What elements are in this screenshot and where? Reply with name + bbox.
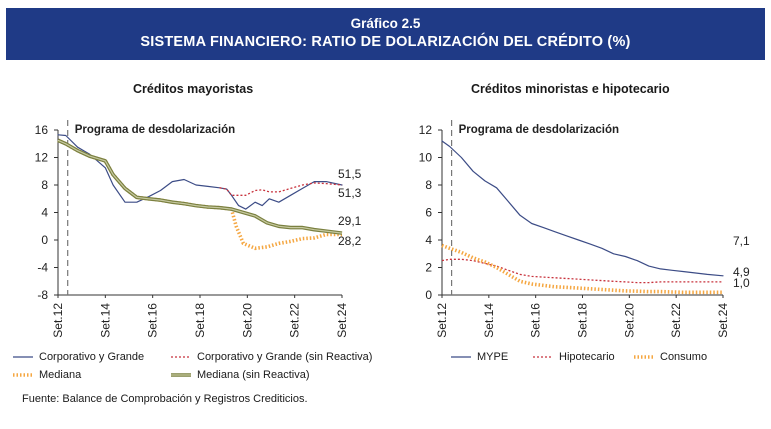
legend-item: Hipotecario (532, 351, 615, 363)
y-tick-label: -4 (37, 261, 48, 275)
x-tick-label: Set.14 (98, 303, 112, 338)
chart-number: Gráfico 2.5 (350, 16, 421, 31)
legend-label: Consumo (660, 351, 708, 363)
series-line (57, 134, 343, 210)
series-line (441, 243, 723, 295)
x-tick-label: Set.14 (482, 303, 496, 338)
legend-item: Mediana (sin Reactiva) (170, 369, 310, 381)
legend-swatch (634, 355, 654, 359)
series-line (441, 140, 724, 277)
y-tick-label: 0 (41, 233, 48, 247)
legend-swatch (451, 356, 471, 358)
y-tick-label: 0 (425, 288, 432, 302)
x-tick-label: Set.24 (716, 303, 730, 338)
end-value-label: 51,5 (338, 167, 362, 181)
end-value-label: 4,9 (733, 265, 750, 279)
legend-swatch (171, 373, 191, 377)
legend-swatch (171, 356, 191, 358)
x-tick-label: Set.22 (669, 303, 683, 338)
legend-swatch (13, 373, 33, 377)
x-tick-label: Set.12 (51, 303, 65, 338)
y-tick-label: 4 (425, 233, 432, 247)
y-tick-label: 6 (425, 206, 432, 220)
y-tick-label: 12 (419, 123, 433, 137)
x-tick-label: Set.20 (240, 303, 254, 338)
series-line (57, 138, 343, 235)
series-line-inner (57, 139, 343, 234)
legend-label: Corporativo y Grande (sin Reactiva) (197, 351, 373, 363)
y-tick-label: 12 (35, 151, 49, 165)
legend-item: Corporativo y Grande (sin Reactiva) (170, 351, 372, 363)
x-tick-label: Set.18 (576, 303, 590, 338)
legend-item: Corporativo y Grande (12, 351, 144, 363)
x-tick-label: Set.20 (622, 303, 636, 338)
legend-label: Mediana (39, 369, 82, 381)
end-value-label: 7,1 (733, 234, 750, 248)
chart-header: Gráfico 2.5 SISTEMA FINANCIERO: RATIO DE… (6, 8, 765, 60)
y-tick-label: 16 (35, 123, 49, 137)
source-note: Fuente: Balance de Comprobación y Regist… (22, 393, 308, 405)
x-tick-label: Set.18 (193, 303, 207, 338)
series-line (219, 182, 343, 196)
y-tick-label: 8 (425, 178, 432, 192)
legend-label: Corporativo y Grande (39, 351, 145, 363)
x-tick-label: Set.16 (146, 303, 160, 338)
legend-swatch (533, 356, 553, 358)
y-tick-label: 10 (419, 151, 433, 165)
y-tick-label: 8 (41, 178, 48, 192)
end-value-label: 29,1 (338, 214, 362, 228)
y-tick-label: 4 (41, 206, 48, 220)
series-line (57, 138, 342, 251)
legend-item: Mediana (12, 369, 81, 381)
y-tick-label: -8 (37, 288, 48, 302)
x-tick-label: Set.12 (435, 303, 449, 338)
legend-swatch (13, 356, 33, 358)
end-value-label: 1,0 (733, 276, 750, 290)
y-tick-label: 2 (425, 261, 432, 275)
x-tick-label: Set.22 (288, 303, 302, 338)
x-tick-label: Set.24 (335, 303, 349, 338)
annotation-label: Programa de desdolarización (459, 124, 619, 136)
right-chart-subtitle: Créditos minoristas e hipotecario (471, 82, 670, 96)
legend-item: MYPE (450, 351, 508, 363)
annotation-label: Programa de desdolarización (75, 124, 235, 136)
legend-item: Consumo (633, 351, 707, 363)
left-chart-subtitle: Créditos mayoristas (133, 82, 254, 96)
legend-label: Hipotecario (559, 351, 615, 363)
x-tick-label: Set.16 (529, 303, 543, 338)
series-line (441, 258, 723, 284)
end-value-label: 28,2 (338, 234, 362, 248)
legend-label: MYPE (477, 351, 509, 363)
end-value-label: 51,3 (338, 186, 362, 200)
chart-title: SISTEMA FINANCIERO: RATIO DE DOLARIZACIÓ… (140, 34, 631, 50)
legend-label: Mediana (sin Reactiva) (197, 369, 310, 381)
